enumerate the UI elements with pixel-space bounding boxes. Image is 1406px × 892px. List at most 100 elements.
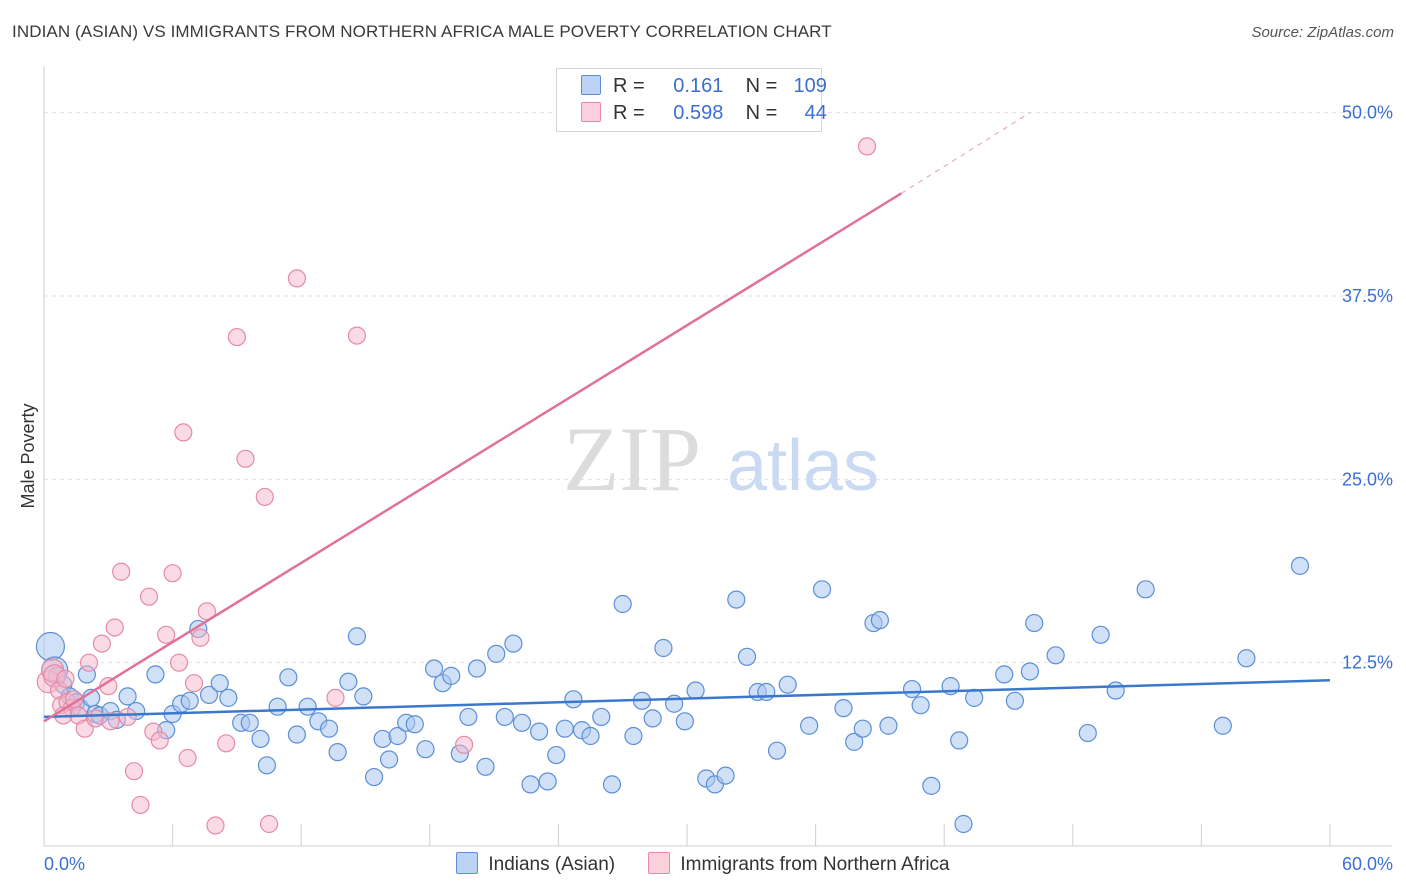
data-point-northern-africa [287, 269, 307, 288]
data-point-northern-africa [118, 707, 137, 727]
data-point-northern-africa [139, 587, 159, 606]
data-point-northern-africa [857, 137, 877, 156]
data-point-northern-africa [56, 669, 75, 688]
data-point-indians-asian [727, 590, 746, 609]
data-point-indians-asian [879, 716, 898, 735]
data-point-indians-asian [1136, 580, 1155, 599]
data-point-northern-africa [124, 762, 144, 781]
data-point-indians-asian [424, 659, 444, 678]
data-point-indians-asian [487, 644, 506, 663]
data-point-indians-asian [373, 729, 392, 749]
gridlines [44, 112, 1392, 664]
data-point-indians-asian [1237, 649, 1256, 668]
data-point-northern-africa [217, 734, 236, 753]
axes [43, 66, 1392, 847]
data-point-northern-africa [157, 625, 176, 644]
legend-swatch-blue [581, 75, 601, 95]
data-point-indians-asian [834, 699, 853, 718]
data-point-indians-asian [643, 709, 662, 728]
data-point-northern-africa [174, 423, 193, 442]
legend-swatch-blue [456, 852, 479, 874]
data-point-indians-asian [268, 697, 287, 716]
data-point-indians-asian [686, 681, 705, 700]
data-point-indians-asian [1213, 716, 1232, 735]
data-point-indians-asian [180, 691, 199, 710]
data-point-indians-asian [547, 745, 566, 765]
data-point-indians-asian [757, 682, 776, 702]
watermark-zip: ZIP [563, 408, 701, 510]
data-point-indians-asian [965, 688, 984, 707]
data-point-northern-africa [236, 449, 255, 468]
data-point-indians-asian [716, 766, 735, 785]
data-point-indians-asian [512, 713, 532, 732]
watermark: ZIP atlas [563, 408, 879, 510]
y-axis-label: Male Poverty [18, 403, 38, 508]
data-point-northern-africa [255, 487, 274, 507]
data-point-indians-asian [922, 776, 941, 795]
data-point-indians-asian [287, 725, 307, 744]
series-indians-asian-points [35, 556, 1310, 834]
data-point-northern-africa [131, 795, 150, 815]
data-point-indians-asian [845, 732, 864, 751]
legend-series-name: Immigrants from Northern Africa [680, 854, 950, 875]
legend-swatch-pink [581, 102, 601, 122]
legend-r-value: 0.161 [673, 75, 724, 97]
data-point-indians-asian [416, 740, 435, 759]
data-point-indians-asian [995, 665, 1014, 684]
data-point-indians-asian [1091, 625, 1110, 644]
data-point-indians-asian [146, 665, 165, 684]
source-label: Source: ZipAtlas.com [1251, 24, 1394, 41]
data-point-northern-africa [150, 731, 169, 750]
data-point-indians-asian [219, 688, 238, 707]
series-legend: Indians (Asian) Immigrants from Northern… [0, 852, 1406, 876]
data-point-indians-asian [737, 647, 757, 666]
data-point-indians-asian [902, 679, 922, 699]
legend-n-value: 109 [793, 75, 827, 97]
data-point-northern-africa [169, 653, 189, 672]
data-point-indians-asian [800, 716, 819, 735]
data-point-indians-asian [328, 743, 347, 762]
data-point-indians-asian [1078, 723, 1097, 743]
data-point-indians-asian [1020, 662, 1040, 681]
data-point-northern-africa [178, 748, 197, 768]
data-point-indians-asian [1290, 556, 1310, 575]
data-point-indians-asian [240, 713, 259, 732]
data-point-indians-asian [405, 715, 424, 734]
data-point-indians-asian [624, 726, 643, 746]
trend-line-northern-africa [43, 192, 902, 723]
y-tick-label: 25.0% [1342, 469, 1393, 489]
legend-n-value: 44 [804, 102, 827, 124]
data-point-indians-asian [279, 668, 298, 687]
data-point-indians-asian [1025, 613, 1044, 633]
data-point-indians-asian [954, 814, 973, 834]
data-point-northern-africa [259, 814, 279, 834]
x-tick-label: 60.0% [1342, 854, 1393, 874]
data-point-northern-africa [101, 712, 120, 731]
data-point-indians-asian [118, 687, 137, 706]
data-point-indians-asian [476, 757, 495, 776]
data-point-northern-africa [206, 816, 225, 835]
data-point-indians-asian [581, 726, 600, 746]
data-point-indians-asian [364, 767, 384, 787]
data-point-indians-asian [442, 666, 461, 685]
data-point-northern-africa [326, 688, 345, 707]
data-point-northern-africa [105, 618, 124, 637]
legend-r-label: R = [613, 75, 645, 97]
legend-r-value: 0.598 [673, 102, 724, 124]
legend-row-blue: R = 0.161 N = 109 [581, 75, 827, 101]
data-point-indians-asian [564, 690, 583, 709]
data-point-indians-asian [1046, 646, 1065, 665]
data-point-indians-asian [347, 627, 367, 646]
legend-swatch-pink [648, 852, 671, 874]
data-point-indians-asian [319, 719, 339, 738]
data-point-indians-asian [911, 696, 930, 715]
y-tick-label: 12.5% [1342, 653, 1393, 673]
data-point-indians-asian [602, 775, 622, 794]
data-point-northern-africa [347, 326, 367, 345]
data-point-indians-asian [778, 675, 797, 694]
data-point-indians-asian [467, 659, 487, 678]
legend-item-indians-asian: Indians (Asian) [456, 852, 615, 876]
data-point-indians-asian [675, 712, 694, 731]
data-point-northern-africa [227, 327, 246, 347]
